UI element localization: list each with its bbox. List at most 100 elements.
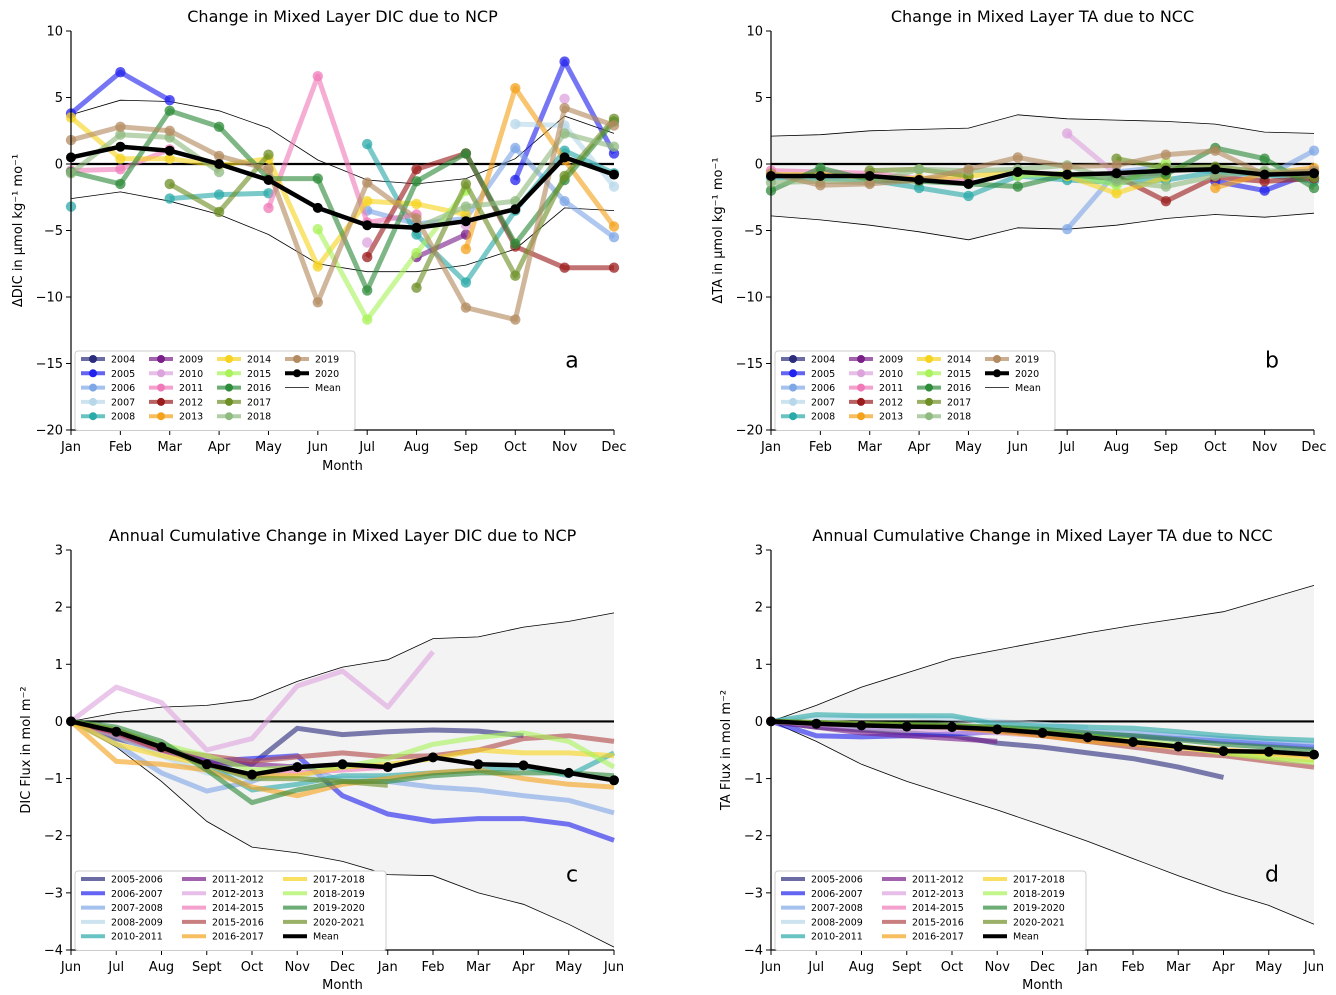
legend-marker xyxy=(225,397,233,406)
data-point xyxy=(559,170,570,182)
data-point xyxy=(510,174,521,186)
data-point xyxy=(608,141,620,152)
x-tick-label: Jan xyxy=(760,440,781,455)
x-tick-label: May xyxy=(1255,960,1282,975)
series-line xyxy=(415,232,467,260)
legend-label: 2007-2008 xyxy=(811,903,863,914)
legend-frame xyxy=(774,870,1087,951)
y-tick-label: 0 xyxy=(55,158,63,173)
data-point xyxy=(1012,152,1023,163)
data-point xyxy=(1210,182,1221,194)
legend-label: 2010-2011 xyxy=(811,932,863,943)
legend-label: 2006-2007 xyxy=(111,889,163,900)
legend-item: 2007-2008 xyxy=(781,903,863,914)
legend-item: 2018 xyxy=(217,412,271,423)
legend-item: 2016-2017 xyxy=(882,932,964,943)
panel-letter: b xyxy=(1265,348,1279,373)
data-point xyxy=(362,196,373,207)
y-tick-label: 10 xyxy=(746,25,763,40)
legend-item: 2017 xyxy=(217,397,271,408)
data-point xyxy=(963,164,974,175)
series-Mean xyxy=(66,716,619,786)
legend: 2005-2006 2006-2007 2007-2008 2008-2009 2010… xyxy=(74,870,387,951)
y-tick-label: −1 xyxy=(44,772,63,787)
y-tick-label: −3 xyxy=(44,886,63,901)
legend-label: 2008-2009 xyxy=(111,917,163,928)
y-tick-label: −15 xyxy=(736,357,763,372)
x-tick-label: Jan xyxy=(60,440,81,455)
data-point xyxy=(1160,196,1172,207)
legend-item: 2011 xyxy=(149,383,203,394)
legend-item: 2005 xyxy=(81,369,135,380)
legend-item: 2020-2021 xyxy=(983,917,1065,928)
data-point xyxy=(1259,185,1270,196)
legend-marker xyxy=(789,397,797,406)
legend-marker xyxy=(157,383,165,392)
envelope-upper-line xyxy=(770,114,1315,137)
data-point xyxy=(559,56,570,67)
x-tick-label: Aug xyxy=(1104,440,1129,455)
legend-item: 2008-2009 xyxy=(81,917,163,928)
data-point xyxy=(362,285,373,296)
legend-marker xyxy=(993,355,1001,363)
y-tick-label: −2 xyxy=(44,829,63,844)
legend-marker xyxy=(157,412,165,421)
legend-label: 2005 xyxy=(111,369,135,380)
data-point xyxy=(1259,169,1270,180)
y-tick-label: −1 xyxy=(744,772,763,787)
data-point xyxy=(608,262,620,273)
data-point xyxy=(411,247,422,259)
y-axis-label: ΔTA in μmol kg⁻¹ mo⁻¹ xyxy=(711,157,726,303)
x-tick-label: Dec xyxy=(601,440,626,455)
legend-label: 2008 xyxy=(811,412,835,423)
data-point xyxy=(460,302,472,313)
series-line xyxy=(70,105,615,323)
data-point xyxy=(1160,149,1172,160)
data-point xyxy=(815,162,826,174)
x-tick-label: Jun xyxy=(1007,440,1028,455)
legend-marker xyxy=(225,383,233,392)
legend-label: 2016 xyxy=(247,383,271,394)
data-point xyxy=(1128,737,1138,747)
data-point xyxy=(1062,161,1073,172)
legend-item: 2010-2011 xyxy=(81,932,163,943)
legend-label: 2012-2013 xyxy=(912,889,964,900)
x-tick-label: May xyxy=(555,960,582,975)
envelope-lower-line xyxy=(770,212,1315,241)
data-point xyxy=(510,204,521,215)
data-point xyxy=(901,721,912,732)
x-tick-label: Mar xyxy=(466,960,491,975)
data-point xyxy=(563,767,574,778)
y-tick-label: 5 xyxy=(755,91,763,106)
legend-item: 2018 xyxy=(917,412,971,423)
legend-item: 2016 xyxy=(917,383,971,394)
y-tick-label: 1 xyxy=(755,658,763,673)
legend-item: 2005-2006 xyxy=(81,875,163,886)
data-point xyxy=(115,121,126,132)
legend-label: 2012 xyxy=(879,397,903,408)
y-tick-label: −10 xyxy=(736,291,763,306)
data-point xyxy=(1012,181,1023,192)
x-tick-label: Oct xyxy=(241,960,263,975)
data-point xyxy=(913,164,925,175)
x-tick-label: Aug xyxy=(149,960,174,975)
data-point xyxy=(510,83,521,94)
data-point xyxy=(115,141,126,152)
x-tick-label: Oct xyxy=(504,440,526,455)
legend-marker xyxy=(293,369,301,378)
x-axis-label: Month xyxy=(322,459,363,474)
y-tick-label: −4 xyxy=(744,944,763,959)
data-point xyxy=(559,102,570,114)
legend-item: 2004 xyxy=(781,355,835,366)
legend-marker xyxy=(157,369,165,378)
legend-item: 2005 xyxy=(781,369,835,380)
x-tick-label: Jul xyxy=(358,440,375,455)
legend-item: 2015-2016 xyxy=(182,917,264,928)
data-point xyxy=(164,153,175,164)
data-point xyxy=(1160,181,1172,192)
legend-item: 2020 xyxy=(285,369,339,380)
legend-label: 2014-2015 xyxy=(912,903,964,914)
data-point xyxy=(164,105,175,117)
x-tick-label: Jun xyxy=(1303,960,1324,975)
x-tick-label: Nov xyxy=(552,440,578,455)
